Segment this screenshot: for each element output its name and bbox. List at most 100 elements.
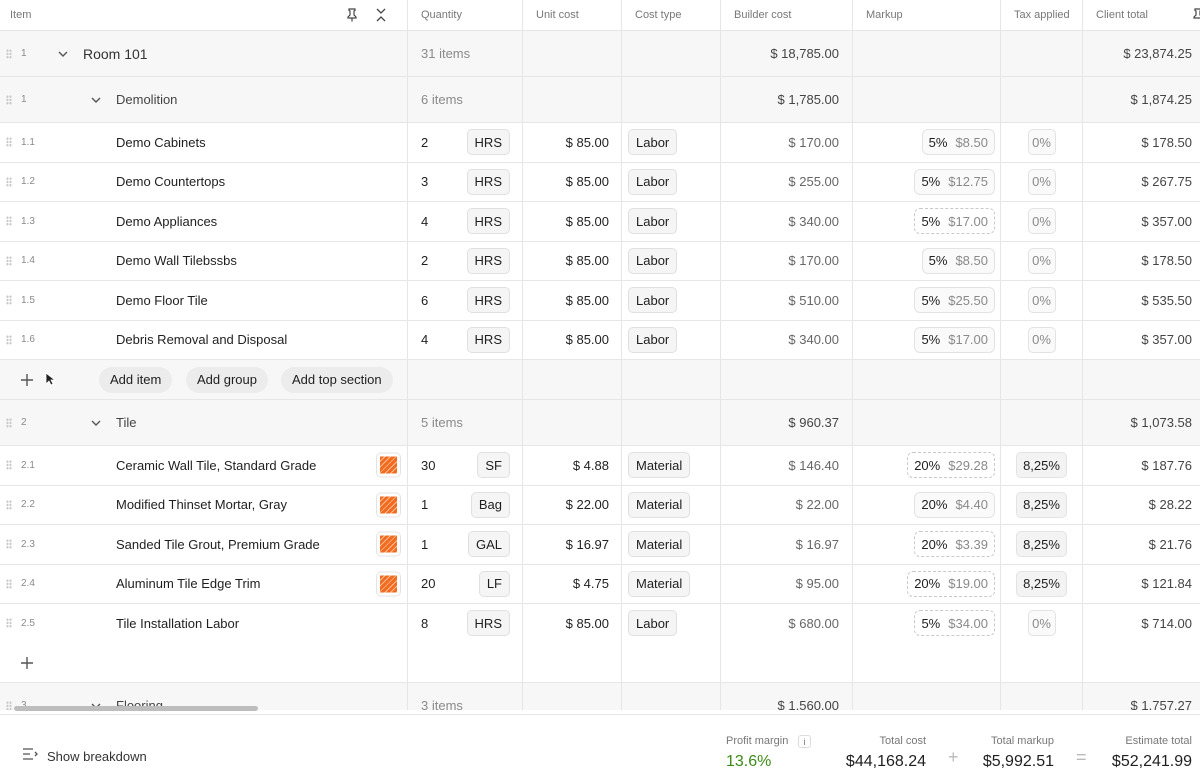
markup-field[interactable]: 5% $17.00	[914, 326, 995, 353]
unit-cost-field[interactable]: $ 85.00	[565, 213, 609, 229]
drag-handle-icon[interactable]	[6, 255, 12, 266]
quantity-field[interactable]: 3	[421, 174, 429, 190]
unit-cost-field[interactable]: $ 22.00	[565, 497, 609, 513]
drag-handle-icon[interactable]	[6, 578, 12, 589]
add-top-section-button[interactable]: Add top section	[281, 366, 393, 393]
drag-handle-icon[interactable]	[6, 539, 12, 550]
unit-cost-field[interactable]: $ 85.00	[565, 292, 609, 308]
tax-field[interactable]: 0%	[1027, 326, 1056, 353]
group-row-tile[interactable]: 2 Tile 5 items $ 960.37 $ 1,073.58	[0, 400, 1200, 446]
tax-field[interactable]: 0%	[1027, 247, 1056, 274]
table-row[interactable]: 1.6 Debris Removal and Disposal 4 HRS $ …	[0, 320, 1200, 360]
group-row-demolition[interactable]: 1 Demolition 6 items $ 1,785.00 $ 1,874.…	[0, 77, 1200, 123]
markup-field[interactable]: 5% $8.50	[921, 247, 995, 274]
table-row[interactable]: 1.4 Demo Wall Tilebssbs 2 HRS $ 85.00 La…	[0, 241, 1200, 281]
tax-field[interactable]: 0%	[1027, 287, 1056, 314]
unit-select[interactable]: LF	[478, 570, 510, 597]
unit-cost-field[interactable]: $ 85.00	[565, 253, 609, 269]
drag-handle-icon[interactable]	[6, 176, 12, 187]
tax-field[interactable]: 0%	[1027, 168, 1056, 195]
markup-field[interactable]: 5% $8.50	[921, 129, 995, 156]
item-name[interactable]: Demo Floor Tile	[116, 292, 208, 308]
item-name[interactable]: Aluminum Tile Edge Trim	[116, 576, 261, 592]
item-name[interactable]: Debris Removal and Disposal	[116, 332, 288, 348]
pin-icon[interactable]	[1192, 8, 1200, 27]
markup-field[interactable]: 20% $19.00	[907, 570, 995, 597]
cost-type-select[interactable]: Labor	[628, 326, 678, 353]
unit-select[interactable]: HRS	[466, 129, 510, 156]
quantity-field[interactable]: 1	[421, 497, 429, 513]
cost-type-select[interactable]: Labor	[628, 168, 678, 195]
plus-icon[interactable]	[20, 656, 34, 670]
unit-select[interactable]: HRS	[466, 610, 510, 637]
drag-handle-icon[interactable]	[6, 499, 12, 510]
drag-handle-icon[interactable]	[6, 460, 12, 471]
pin-icon[interactable]	[346, 8, 358, 27]
home-depot-logo-icon[interactable]	[376, 492, 401, 518]
quantity-field[interactable]: 30	[421, 457, 436, 473]
cost-type-select[interactable]: Labor	[628, 129, 678, 156]
table-row[interactable]: 2.4 Aluminum Tile Edge Trim 20 LF $ 4.75…	[0, 564, 1200, 604]
item-name[interactable]: Ceramic Wall Tile, Standard Grade	[116, 457, 317, 473]
markup-field[interactable]: 5% $34.00	[914, 610, 995, 637]
unit-select[interactable]: HRS	[466, 247, 510, 274]
quantity-field[interactable]: 20	[421, 576, 436, 592]
unit-select[interactable]: HRS	[466, 326, 510, 353]
tax-field[interactable]: 8,25%	[1016, 452, 1067, 479]
unit-cost-field[interactable]: $ 4.88	[572, 457, 609, 473]
item-name[interactable]: Demo Appliances	[116, 213, 218, 229]
chevron-down-icon[interactable]	[90, 94, 102, 106]
tax-field[interactable]: 8,25%	[1016, 531, 1067, 558]
markup-field[interactable]: 5% $12.75	[914, 168, 995, 195]
drag-handle-icon[interactable]	[6, 48, 12, 59]
show-breakdown-button[interactable]: Show breakdown	[22, 747, 147, 765]
cost-type-select[interactable]: Labor	[628, 287, 678, 314]
unit-cost-field[interactable]: $ 85.00	[565, 615, 609, 631]
quantity-field[interactable]: 4	[421, 332, 429, 348]
table-row[interactable]: 1.1 Demo Cabinets 2 HRS $ 85.00 Labor $ …	[0, 123, 1200, 163]
table-row[interactable]: 1.2 Demo Countertops 3 HRS $ 85.00 Labor…	[0, 162, 1200, 202]
horizontal-scrollbar[interactable]	[14, 706, 258, 711]
table-row[interactable]: 2.3 Sanded Tile Grout, Premium Grade 1 G…	[0, 525, 1200, 565]
quantity-field[interactable]: 2	[421, 134, 429, 150]
unit-select[interactable]: HRS	[466, 287, 510, 314]
tax-field[interactable]: 8,25%	[1016, 570, 1067, 597]
home-depot-logo-icon[interactable]	[376, 452, 401, 478]
drag-handle-icon[interactable]	[6, 700, 12, 710]
item-name[interactable]: Tile Installation Labor	[116, 615, 240, 631]
tax-field[interactable]: 0%	[1027, 129, 1056, 156]
cost-type-select[interactable]: Material	[628, 491, 691, 518]
quantity-field[interactable]: 8	[421, 615, 429, 631]
add-item-button[interactable]: Add item	[99, 366, 173, 393]
unit-select[interactable]: SF	[477, 452, 510, 479]
unit-cost-field[interactable]: $ 85.00	[565, 332, 609, 348]
add-group-button[interactable]: Add group	[186, 366, 268, 393]
drag-handle-icon[interactable]	[6, 216, 12, 227]
markup-field[interactable]: 20% $29.28	[907, 452, 995, 479]
cost-type-select[interactable]: Material	[628, 570, 691, 597]
item-name[interactable]: Modified Thinset Mortar, Gray	[116, 497, 287, 513]
plus-icon[interactable]	[20, 373, 34, 387]
table-row[interactable]: 2.1 Ceramic Wall Tile, Standard Grade 30…	[0, 446, 1200, 486]
quantity-field[interactable]: 1	[421, 536, 429, 552]
unit-cost-field[interactable]: $ 4.75	[572, 576, 609, 592]
markup-field[interactable]: 5% $25.50	[914, 287, 995, 314]
drag-handle-icon[interactable]	[6, 334, 12, 345]
quantity-field[interactable]: 2	[421, 253, 429, 269]
unit-select[interactable]: Bag	[470, 491, 510, 518]
drag-handle-icon[interactable]	[6, 94, 12, 105]
unit-select[interactable]: HRS	[466, 168, 510, 195]
cost-type-select[interactable]: Labor	[628, 610, 678, 637]
unit-cost-field[interactable]: $ 85.00	[565, 134, 609, 150]
home-depot-logo-icon[interactable]	[376, 571, 401, 597]
table-row[interactable]: 1.5 Demo Floor Tile 6 HRS $ 85.00 Labor …	[0, 281, 1200, 321]
unit-select[interactable]: HRS	[466, 208, 510, 235]
item-name[interactable]: Sanded Tile Grout, Premium Grade	[116, 536, 320, 552]
section-row-room[interactable]: 1 Room 101 31 items $ 18,785.00 $ 23,874…	[0, 31, 1200, 77]
unit-cost-field[interactable]: $ 16.97	[565, 536, 609, 552]
markup-field[interactable]: 5% $17.00	[914, 208, 995, 235]
drag-handle-icon[interactable]	[6, 417, 12, 428]
tax-field[interactable]: 8,25%	[1016, 491, 1067, 518]
drag-handle-icon[interactable]	[6, 618, 12, 629]
cost-type-select[interactable]: Labor	[628, 247, 678, 274]
